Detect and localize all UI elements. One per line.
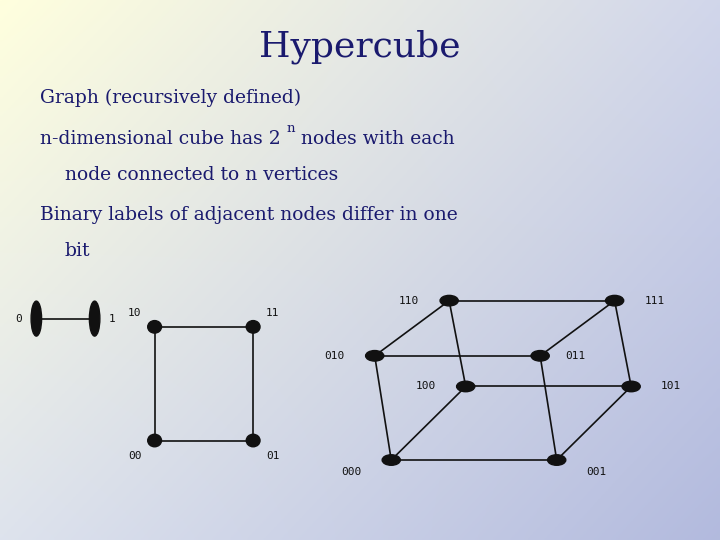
Ellipse shape: [606, 295, 624, 306]
Text: bit: bit: [65, 242, 90, 260]
Text: 111: 111: [644, 295, 665, 306]
Ellipse shape: [148, 321, 161, 333]
Ellipse shape: [382, 455, 400, 465]
Text: 001: 001: [587, 467, 607, 477]
Ellipse shape: [89, 301, 100, 336]
Text: Graph (recursively defined): Graph (recursively defined): [40, 89, 301, 107]
Ellipse shape: [246, 434, 260, 447]
Ellipse shape: [531, 350, 549, 361]
Ellipse shape: [31, 301, 42, 336]
Text: Hypercube: Hypercube: [259, 30, 461, 64]
Text: n-dimensional cube has 2: n-dimensional cube has 2: [40, 130, 280, 147]
Ellipse shape: [622, 381, 640, 391]
Text: n: n: [287, 122, 295, 134]
Text: node connected to n vertices: node connected to n vertices: [65, 166, 338, 184]
Ellipse shape: [548, 455, 566, 465]
Ellipse shape: [366, 350, 384, 361]
Ellipse shape: [246, 321, 260, 333]
Ellipse shape: [440, 295, 458, 306]
Text: 100: 100: [415, 381, 436, 391]
Text: 11: 11: [266, 308, 279, 318]
Text: 10: 10: [128, 308, 142, 318]
Text: 1: 1: [109, 314, 115, 323]
Text: 00: 00: [128, 451, 142, 462]
Text: 000: 000: [341, 467, 361, 477]
Text: Binary labels of adjacent nodes differ in one: Binary labels of adjacent nodes differ i…: [40, 206, 457, 224]
Text: 110: 110: [399, 295, 419, 306]
Text: 101: 101: [661, 381, 681, 391]
Text: 011: 011: [565, 351, 585, 361]
Text: 0: 0: [16, 314, 22, 323]
Text: nodes with each: nodes with each: [295, 130, 455, 147]
Text: 01: 01: [266, 451, 279, 462]
Text: 010: 010: [325, 351, 345, 361]
Ellipse shape: [148, 434, 161, 447]
Ellipse shape: [456, 381, 474, 391]
